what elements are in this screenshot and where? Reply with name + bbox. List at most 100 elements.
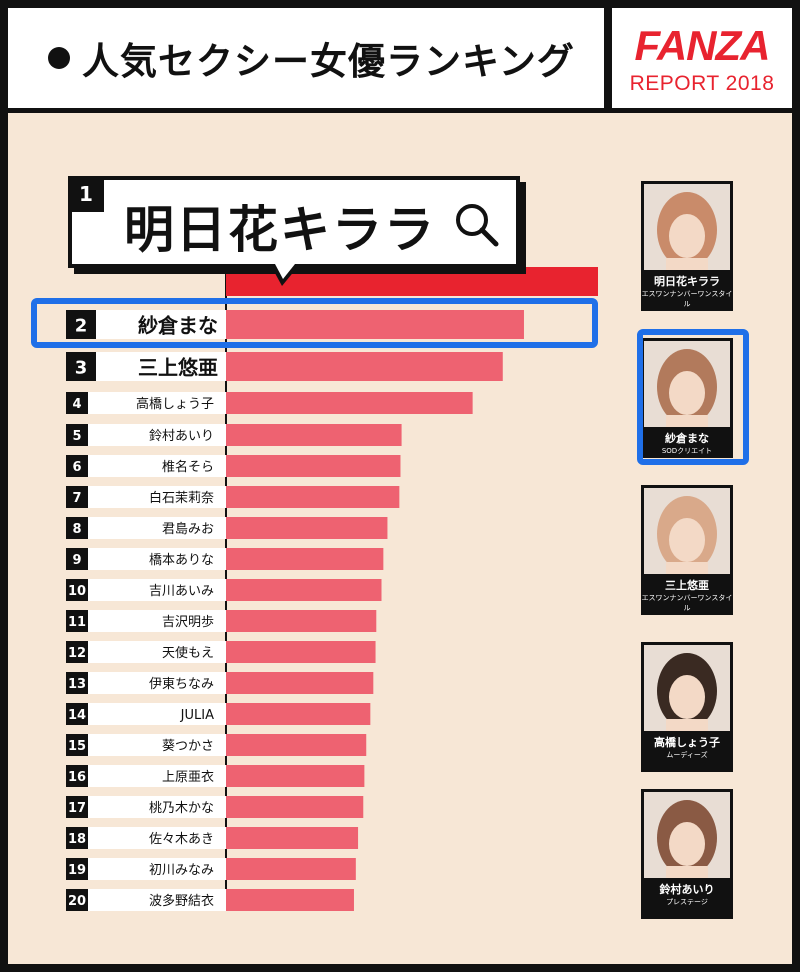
bar-14 (226, 703, 371, 725)
rank-box-5 (66, 424, 88, 446)
rank-label-2: 2 (75, 316, 88, 337)
rank-label-20: 20 (68, 894, 86, 909)
callout-name: 明日花キララ (124, 201, 436, 259)
category-label-4: 高橋しょう子 (136, 396, 214, 412)
rank-label-18: 18 (68, 832, 86, 847)
rank-label-4: 4 (72, 397, 81, 412)
rank-box-3 (66, 352, 96, 381)
thumbnail-card: 三上悠亜エスワンナンバーワンスタイル (641, 485, 733, 615)
bar-19 (226, 858, 356, 880)
rank-box-2 (66, 310, 96, 339)
thumbnail-agency: プレステージ (666, 898, 708, 906)
logo-box: FANZA REPORT 2018 (612, 8, 792, 108)
label-bg-5 (88, 424, 226, 446)
category-label-5: 鈴村あいり (149, 429, 214, 444)
rank-box-6 (66, 455, 88, 477)
rank-label-19: 19 (68, 863, 86, 878)
bar-2 (226, 310, 524, 339)
thumbnail-name: 鈴村あいり (659, 883, 715, 896)
category-label-10: 吉川あいみ (149, 584, 214, 599)
portrait-icon (644, 645, 730, 731)
category-label-20: 波多野結衣 (149, 893, 214, 909)
rank-box-15 (66, 734, 88, 756)
bar-12 (226, 641, 376, 663)
frame-left (0, 108, 8, 972)
label-bg-3 (96, 352, 226, 381)
label-bg-18 (88, 827, 226, 849)
rank-box-19 (66, 858, 88, 880)
rank-box-16 (66, 765, 88, 787)
frame-right (792, 108, 800, 972)
thumbnail-name: 三上悠亜 (665, 579, 709, 592)
category-label-12: 天使もえ (162, 645, 214, 661)
search-icon (456, 204, 499, 247)
label-bg-6 (88, 455, 226, 477)
rank-box-11 (66, 610, 88, 632)
bar-15 (226, 734, 367, 756)
rank-box-18 (66, 827, 88, 849)
bullet-icon (48, 47, 70, 69)
label-bg-7 (88, 486, 226, 508)
rank-box-4 (66, 392, 88, 414)
bar-4 (226, 392, 473, 414)
rank-box-10 (66, 579, 88, 601)
portrait-icon (644, 488, 730, 574)
bar-8 (226, 517, 388, 539)
label-bg-10 (88, 579, 226, 601)
category-label-3: 三上悠亜 (138, 356, 218, 380)
label-bg-11 (88, 610, 226, 632)
label-bg-20 (88, 889, 226, 911)
rank-box-13 (66, 672, 88, 694)
thumbnail-name: 紗倉まな (665, 432, 709, 445)
thumbnail-agency: エスワンナンバーワンスタイル (641, 594, 733, 612)
label-bg-16 (88, 765, 226, 787)
rank-box-9 (66, 548, 88, 570)
bar-20 (226, 889, 354, 911)
thumbnail-agency: エスワンナンバーワンスタイル (641, 290, 733, 308)
thumbnail-card: 高橋しょう子 ムーディーズ (641, 642, 733, 772)
bar-3 (226, 352, 503, 381)
label-bg-14 (88, 703, 226, 725)
rank-label-12: 12 (68, 646, 86, 661)
highlight-rank-2 (31, 298, 598, 348)
rank-box-12 (66, 641, 88, 663)
fanza-logo: FANZA (634, 22, 771, 69)
portrait-icon (644, 341, 730, 427)
rank-label-13: 13 (68, 677, 86, 692)
label-bg-4 (88, 392, 226, 414)
thumbnail-agency: SODクリエイト (661, 447, 713, 455)
category-label-19: 初川みなみ (149, 863, 214, 878)
rank-label-15: 15 (68, 739, 86, 754)
portrait-icon (644, 184, 730, 270)
bar-13 (226, 672, 374, 694)
bar-10 (226, 579, 382, 601)
rank-label-6: 6 (72, 460, 81, 475)
rank-label-7: 7 (72, 491, 81, 506)
title-box: 人気セクシー女優ランキング (8, 8, 604, 108)
label-bg-19 (88, 858, 226, 880)
rank-label-3: 3 (75, 358, 88, 379)
category-label-15: 葵つかさ (162, 739, 214, 754)
rank-label-10: 10 (68, 584, 86, 599)
thumbnail-agency: ムーディーズ (666, 751, 708, 759)
rank-label-8: 8 (72, 522, 81, 537)
rank-box-14 (66, 703, 88, 725)
category-label-8: 君島みお (162, 522, 214, 537)
rank-label-16: 16 (68, 770, 86, 785)
bar-7 (226, 486, 400, 508)
rank-box-8 (66, 517, 88, 539)
label-bg-2 (96, 310, 226, 339)
category-label-17: 桃乃木かな (149, 801, 214, 816)
logo-subtitle: REPORT 2018 (629, 72, 775, 95)
rank-label-17: 17 (68, 801, 86, 816)
highlight-thumbnail-2 (637, 329, 749, 465)
rank-box-20 (66, 889, 88, 911)
rank-box-7 (66, 486, 88, 508)
bar-16 (226, 765, 365, 787)
rank-label-5: 5 (72, 429, 81, 444)
portrait-icon (644, 792, 730, 878)
bar-18 (226, 827, 359, 849)
category-label-16: 上原亜衣 (162, 769, 214, 785)
category-label-2: 紗倉まな (138, 314, 218, 338)
